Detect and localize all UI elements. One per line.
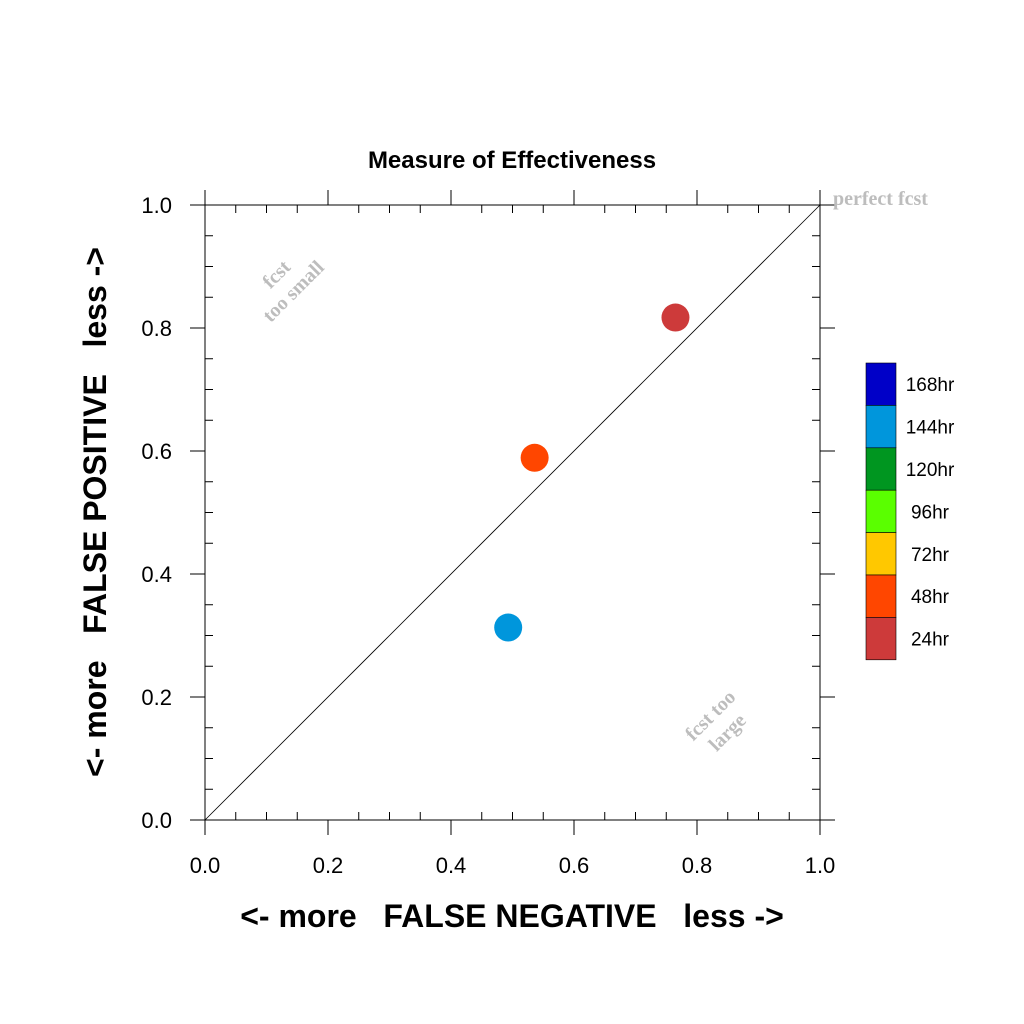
plot-area: 0.0 0.2 0.4 0.6 0.8 1.0 0.0 0.2 0.4 0.6 0.8 1.0 <box>141 190 835 878</box>
annotation-perfect-forecast: perfect fcst <box>833 188 928 210</box>
x-tick-label: 0.4 <box>436 853 467 878</box>
data-point-48hr <box>520 443 549 472</box>
x-axis-title: <- more FALSE NEGATIVE less -> <box>240 898 784 934</box>
y-tick-label: 0.2 <box>141 685 172 710</box>
data-point-24hr <box>661 303 690 332</box>
legend-swatch-24hr <box>865 617 897 661</box>
legend-swatch-168hr <box>865 362 897 406</box>
legend-swatch-144hr <box>865 405 897 449</box>
legend-label-168hr: 168hr <box>906 375 955 396</box>
x-tick-label: 1.0 <box>805 853 836 878</box>
x-tick-label: 0.0 <box>190 853 221 878</box>
y-tick-label: 1.0 <box>141 193 172 218</box>
annotation-too-small: fcst too small <box>258 256 329 327</box>
legend-label-24hr: 24hr <box>911 630 950 651</box>
y-tick-label: 0.8 <box>141 316 172 341</box>
perfect-forecast-diagonal <box>204 204 821 821</box>
axis-ticks <box>190 190 835 835</box>
y-tick-label: 0.6 <box>141 439 172 464</box>
axis-tick-labels: 0.0 0.2 0.4 0.6 0.8 1.0 0.0 0.2 0.4 0.6 0.8 1.0 <box>141 193 835 878</box>
legend-swatch-48hr <box>865 574 897 618</box>
x-tick-label: 0.6 <box>559 853 590 878</box>
legend-label-96hr: 96hr <box>911 502 950 523</box>
legend-label-120hr: 120hr <box>906 460 955 481</box>
x-tick-label: 0.8 <box>682 853 713 878</box>
legend-swatch-120hr <box>865 447 897 491</box>
legend-label-72hr: 72hr <box>911 545 950 566</box>
legend-swatch-72hr <box>865 532 897 576</box>
legend-label-144hr: 144hr <box>906 418 955 439</box>
x-tick-label: 0.2 <box>313 853 344 878</box>
data-point-144hr <box>494 613 523 642</box>
chart-title: Measure of Effectiveness <box>368 147 656 174</box>
y-axis-title: <- more FALSE POSITIVE less -> <box>77 247 113 777</box>
legend-label-48hr: 48hr <box>911 587 950 608</box>
data-points <box>494 303 690 642</box>
legend: 168hr 144hr 120hr 96hr 72hr 48hr 24hr <box>865 362 955 661</box>
annotation-too-large: fcst too large <box>681 686 751 756</box>
legend-swatch-96hr <box>865 489 897 533</box>
y-tick-label: 0.0 <box>141 808 172 833</box>
y-tick-label: 0.4 <box>141 562 172 587</box>
